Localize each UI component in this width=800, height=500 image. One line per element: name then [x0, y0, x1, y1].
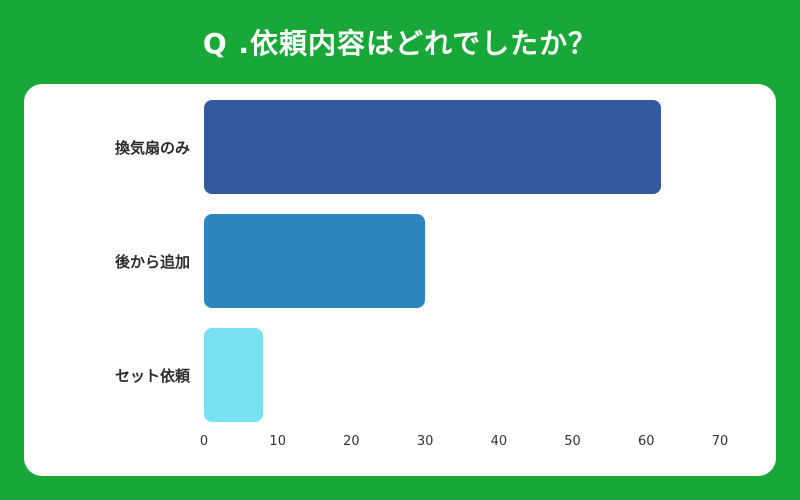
x-axis-tick-label: 50	[564, 434, 581, 449]
x-axis-tick-label: 20	[343, 434, 360, 449]
chart-rows: 換気扇のみ後から追加セット依頼	[40, 100, 720, 428]
x-axis-tick-label: 0	[199, 434, 209, 449]
x-axis: 0 10 20 30 40 50 60 70	[200, 428, 728, 454]
x-axis-tick-label: 60	[638, 434, 655, 449]
x-axis-tick-label: 30	[416, 434, 434, 449]
x-axis-tick-label: 70	[711, 434, 729, 449]
bar-track	[204, 214, 720, 308]
x-axis-tick-label: 10	[269, 434, 286, 449]
bar-chart: 換気扇のみ後から追加セット依頼 0 10 20 30 40 50 60 70	[40, 100, 728, 468]
bar-track	[204, 100, 720, 194]
bar-track	[204, 328, 720, 422]
chart-title: Q .依頼内容はどれでしたか？	[202, 27, 598, 60]
chart-row: 後から追加	[40, 214, 720, 308]
chart-header: Q .依頼内容はどれでしたか？	[0, 0, 800, 84]
category-label: 後から追加	[114, 252, 190, 271]
bar	[204, 328, 263, 422]
bar	[204, 214, 426, 308]
chart-card: 換気扇のみ後から追加セット依頼 0 10 20 30 40 50 60 70	[24, 84, 776, 476]
bar	[204, 100, 662, 194]
category-label: 換気扇のみ	[114, 138, 190, 157]
x-axis-tick-label: 40	[490, 434, 508, 449]
chart-row: セット依頼	[40, 328, 720, 422]
chart-row: 換気扇のみ	[40, 100, 720, 194]
category-label: セット依頼	[114, 366, 190, 385]
